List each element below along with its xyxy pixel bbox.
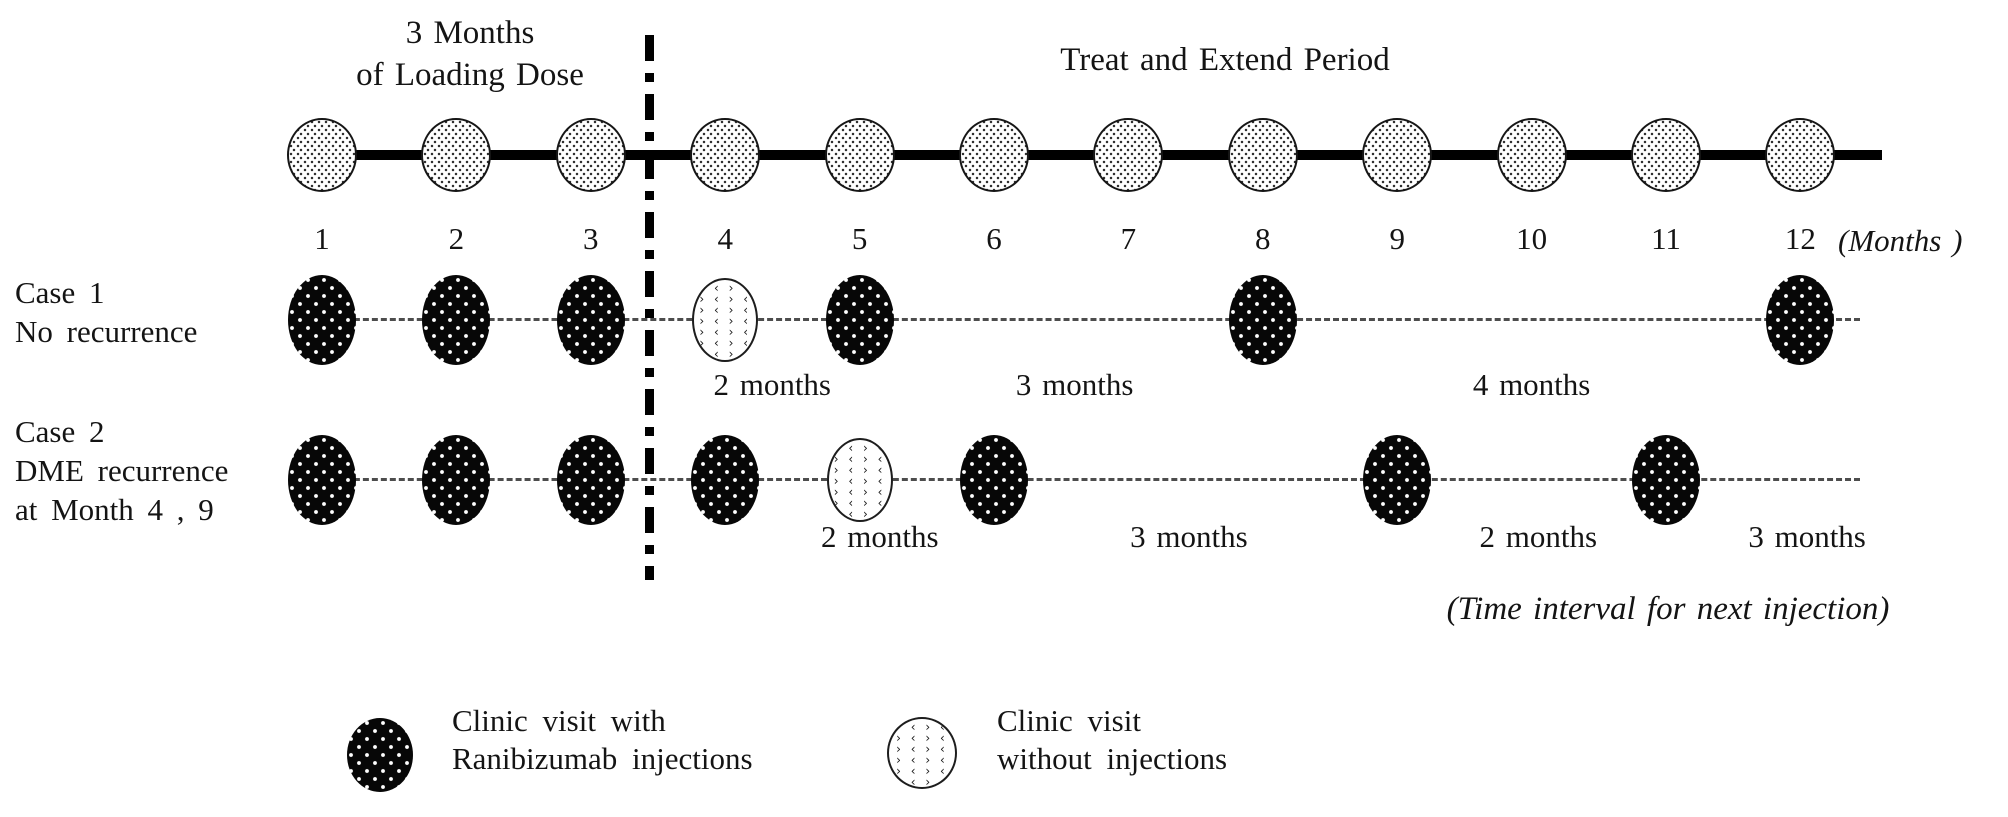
visit-circle-no-injection: [826, 438, 893, 522]
interval-label: 2 months: [713, 367, 831, 402]
month-label: 2: [448, 221, 465, 256]
time-interval-footnote: (Time interval for next injection): [1446, 591, 1890, 627]
month-label: 7: [1120, 221, 1137, 256]
month-label: 8: [1255, 221, 1271, 256]
phase-separator-line: [645, 35, 654, 580]
legend-no-injection-label: Clinic visit without injections: [997, 702, 1417, 778]
case-1-label: Case 1 No recurrence: [15, 273, 275, 351]
visit-circle-injection: [288, 435, 356, 525]
case-label-line: Case 1: [15, 275, 105, 310]
interval-label: 3 months: [1130, 519, 1248, 554]
timeline-month-circle: [287, 118, 357, 192]
visit-circle-injection: [1228, 275, 1297, 365]
month-label: 1: [314, 221, 330, 256]
interval-label: 2 months: [820, 519, 939, 554]
case-1-dashed-line: [300, 318, 1860, 321]
interval-label: 2 months: [1479, 519, 1598, 554]
timeline-axis-line: [288, 150, 1882, 160]
case-label-line: Case 2: [15, 414, 105, 449]
visit-circle-no-injection: [692, 278, 759, 362]
visit-circle-injection: [422, 435, 491, 525]
loading-dose-header-line1: 3 Months: [405, 15, 535, 51]
legend-no-injection-label-line2: without injections: [997, 741, 1228, 776]
interval-label: 3 months: [1015, 367, 1134, 402]
legend-no-injection-circle-icon: [887, 717, 957, 789]
interval-label: 3 months: [1748, 519, 1866, 554]
timeline-month-circle: [1496, 118, 1567, 192]
legend-injection-label: Clinic visit with Ranibizumab injections: [452, 702, 872, 778]
legend-injection-label-line1: Clinic visit with: [452, 703, 666, 738]
case-2-label: Case 2 DME recurrence at Month 4 , 9: [15, 412, 295, 529]
visit-circle-injection: [691, 435, 760, 525]
interval-label: 4 months: [1472, 367, 1591, 402]
loading-dose-header-line2: of Loading Dose: [356, 57, 584, 93]
legend-no-injection-label-line1: Clinic visit: [997, 703, 1141, 738]
loading-dose-header: 3 Months of Loading Dose: [270, 12, 670, 96]
visit-circle-injection: [288, 275, 356, 365]
visit-circle-injection: [422, 275, 491, 365]
months-axis-label: (Months ): [1838, 223, 1963, 258]
visit-circle-injection: [1766, 275, 1835, 365]
month-label: 9: [1389, 221, 1405, 256]
timeline-month-circle: [1765, 118, 1836, 192]
visit-circle-injection: [556, 275, 625, 365]
legend-injection-circle-icon: [347, 718, 413, 792]
case-2-dashed-line: [300, 478, 1860, 481]
legend-injection-label-line2: Ranibizumab injections: [452, 741, 753, 776]
visit-circle-injection: [1632, 435, 1700, 525]
timeline-month-circle: [824, 118, 895, 192]
month-label: 12: [1784, 221, 1816, 256]
month-label: 3: [583, 221, 599, 256]
timeline-month-circle: [959, 118, 1029, 192]
case-label-line: at Month 4 , 9: [15, 492, 214, 527]
month-label: 4: [717, 221, 733, 256]
case-label-line: DME recurrence: [15, 453, 229, 488]
timeline-month-circle: [1362, 118, 1433, 192]
visit-circle-injection: [1363, 435, 1432, 525]
case-label-line: No recurrence: [15, 314, 198, 349]
timeline-month-circle: [1093, 118, 1164, 192]
visit-circle-injection: [960, 435, 1028, 525]
visit-circle-injection: [825, 275, 894, 365]
month-label: 11: [1651, 221, 1681, 256]
treat-extend-header: Treat and Extend Period: [1060, 42, 1390, 78]
month-label: 5: [851, 221, 868, 256]
timeline-month-circle: [1227, 118, 1298, 192]
timeline-month-circle: [421, 118, 492, 192]
month-label: 10: [1516, 221, 1548, 256]
month-label: 6: [986, 221, 1002, 256]
timeline-month-circle: [555, 118, 626, 192]
timeline-month-circle: [690, 118, 761, 192]
visit-circle-injection: [556, 435, 625, 525]
timeline-month-circle: [1631, 118, 1701, 192]
